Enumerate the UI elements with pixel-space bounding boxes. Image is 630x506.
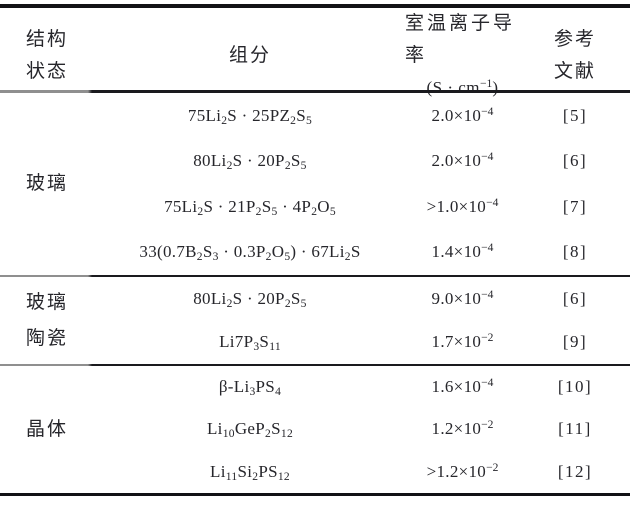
reference-cell: [5] [562, 105, 588, 125]
section-label: 玻璃 [0, 93, 95, 275]
table-body: 玻璃 75Li2S · 25PZ2S5 2.0×10−4 [5] 80Li2S … [0, 93, 630, 493]
conductivity-cell: 1.7×10−2 [431, 331, 494, 352]
header-structure-line1: 结构 [26, 29, 69, 50]
table-bottom-rule [0, 493, 630, 496]
table-section-crystal: 晶体 β-Li3PS4 1.6×10−4 [10] Li10GeP2S12 1.… [0, 366, 630, 493]
section-label-line: 陶瓷 [26, 327, 69, 349]
section-rows: β-Li3PS4 1.6×10−4 [10] Li10GeP2S12 1.2×1… [95, 366, 630, 493]
header-structure-line2: 状态 [26, 61, 69, 82]
conductivity-cell: >1.0×10−4 [426, 195, 499, 216]
header-reference-line2: 文献 [553, 61, 596, 82]
conductivity-cell: 1.2×10−2 [431, 418, 494, 439]
composition-cell: 75Li2S · 25PZ2S5 [187, 105, 313, 127]
composition-cell: Li11Si2PS12 [210, 461, 290, 484]
conductivity-cell: 1.6×10−4 [431, 376, 494, 397]
reference-cell: [7] [562, 196, 588, 216]
reference-cell: [12] [557, 461, 593, 481]
composition-cell: Li7P3S11 [219, 332, 281, 354]
header-composition-label: 组分 [228, 45, 271, 66]
reference-cell: [9] [562, 332, 588, 352]
section-rows: 80Li2S · 20P2S5 9.0×10−4 [6] Li7P3S11 1.… [95, 277, 630, 364]
table-row: β-Li3PS4 1.6×10−4 [10] [95, 366, 630, 408]
section-divider-rule [0, 275, 630, 277]
composition-cell: Li10GeP2S12 [206, 419, 294, 441]
header-reference: 参考 文献 [520, 24, 630, 88]
composition-cell: β-Li3PS4 [218, 377, 282, 399]
table-header-row: 结构 状态 组分 室温离子导率 (S · cm−1) 参考 文献 [0, 8, 630, 97]
table-row: 80Li2S · 20P2S5 2.0×10−4 [6] [95, 139, 630, 185]
section-label: 玻璃 陶瓷 [0, 277, 95, 364]
conductivity-cell: >1.2×10−2 [426, 461, 499, 481]
section-label-line: 玻璃 [26, 173, 69, 194]
table-row: 80Li2S · 20P2S5 9.0×10−4 [6] [95, 277, 630, 321]
header-composition: 组分 [95, 40, 405, 72]
conductivity-cell: 1.4×10−4 [431, 241, 494, 262]
header-divider-rule [0, 90, 630, 93]
reference-cell: [8] [562, 242, 588, 262]
table-row: Li11Si2PS12 >1.2×10−2 [12] [95, 451, 630, 493]
composition-cell: 80Li2S · 20P2S5 [193, 288, 307, 310]
composition-cell: 33(0.7B2S3 · 0.3P2O5) · 67Li2S [139, 242, 361, 264]
conductivity-cell: 2.0×10−4 [431, 150, 494, 171]
table-row: Li10GeP2S12 1.2×10−2 [11] [95, 408, 630, 450]
table-top-rule [0, 4, 630, 8]
conductivity-cell: 9.0×10−4 [431, 287, 494, 308]
section-label-line: 玻璃 [26, 291, 69, 313]
reference-cell: [6] [562, 151, 588, 171]
reference-cell: [11] [558, 419, 592, 439]
header-structure-state: 结构 状态 [0, 24, 95, 88]
section-divider-rule [0, 364, 630, 366]
composition-cell: 75Li2S · 21P2S5 · 4P2O5 [164, 196, 336, 218]
section-rows: 75Li2S · 25PZ2S5 2.0×10−4 [5] 80Li2S · 2… [95, 93, 630, 275]
header-conductivity-line1: 室温离子导率 [405, 13, 516, 66]
table-row: 75Li2S · 21P2S5 · 4P2O5 >1.0×10−4 [7] [95, 184, 630, 230]
header-reference-line1: 参考 [553, 29, 596, 50]
reference-cell: [10] [557, 377, 593, 397]
table-row: 75Li2S · 25PZ2S5 2.0×10−4 [5] [95, 93, 630, 139]
section-label-line: 晶体 [26, 418, 69, 440]
table-row: 33(0.7B2S3 · 0.3P2O5) · 67Li2S 1.4×10−4 … [95, 230, 630, 276]
table-row: Li7P3S11 1.7×10−2 [9] [95, 321, 630, 365]
section-label: 晶体 [0, 366, 95, 493]
reference-cell: [6] [562, 288, 588, 308]
table-section-glassceramic: 玻璃陶瓷 80Li2S · 20P2S5 9.0×10−4 [6] Li7P3S… [0, 277, 630, 364]
table-section-glass: 玻璃 75Li2S · 25PZ2S5 2.0×10−4 [5] 80Li2S … [0, 93, 630, 275]
composition-cell: 80Li2S · 20P2S5 [193, 151, 307, 173]
conductivity-cell: 2.0×10−4 [431, 104, 494, 125]
